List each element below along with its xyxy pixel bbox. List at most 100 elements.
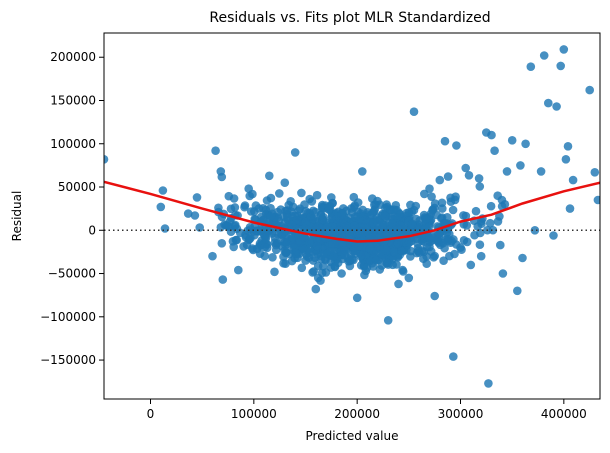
scatter-point <box>556 61 565 71</box>
scatter-point <box>549 231 558 240</box>
scatter-point <box>439 256 448 266</box>
scatter-point <box>445 251 454 261</box>
scatter-point <box>192 193 202 202</box>
scatter-point <box>229 194 239 203</box>
scatter-point <box>262 196 272 205</box>
scatter-point <box>404 238 414 247</box>
lowess-trend-line <box>104 180 600 243</box>
scatter-point <box>404 273 414 283</box>
scatter-point <box>388 260 398 270</box>
x-axis: 0 100000 200000 300000 400000 <box>147 399 587 421</box>
scatter-point <box>218 275 228 284</box>
scatter-point <box>485 218 495 228</box>
scatter-point <box>390 225 400 235</box>
scatter-point <box>301 256 310 265</box>
scatter-point <box>559 45 569 54</box>
scatter-point <box>412 248 422 258</box>
scatter-point <box>327 193 336 202</box>
y-tick-label: −100000 <box>40 310 96 324</box>
scatter-point <box>513 286 522 296</box>
scatter-point <box>438 204 447 213</box>
scatter-point <box>281 248 291 258</box>
y-tick-label: 0 <box>88 223 96 237</box>
scatter-point <box>244 184 253 193</box>
scatter-point <box>475 182 485 191</box>
scatter-point <box>240 201 250 210</box>
scatter-point <box>498 269 508 278</box>
scatter-point <box>407 220 417 229</box>
scatter-point <box>276 205 286 214</box>
scatter-point <box>539 51 549 60</box>
scatter-point <box>266 211 276 221</box>
scatter-point <box>507 136 517 145</box>
scatter-point <box>275 189 284 198</box>
scatter-point <box>487 130 496 140</box>
scatter-point <box>265 171 274 181</box>
scatter-point <box>521 139 530 149</box>
scatter-point <box>220 220 229 229</box>
chart-title: Residuals vs. Fits plot MLR Standardized <box>209 10 490 26</box>
scatter-point <box>368 208 378 217</box>
scatter-point <box>449 352 458 361</box>
scatter-point <box>319 249 329 258</box>
scatter-point <box>398 265 407 275</box>
scatter-point <box>425 184 434 193</box>
scatter-point <box>283 239 292 248</box>
scatter-point <box>295 238 304 247</box>
scatter-point <box>216 167 226 176</box>
scatter-point <box>375 265 385 274</box>
scatter-point <box>368 233 378 242</box>
scatter-point <box>404 208 414 217</box>
scatter-point <box>342 222 351 231</box>
scatter-point <box>316 276 325 285</box>
scatter-point <box>432 210 441 220</box>
scatter-point <box>360 270 369 280</box>
scatter-point <box>242 240 252 250</box>
scatter-point <box>246 207 256 216</box>
x-tick-label: 0 <box>147 407 155 421</box>
scatter-point <box>318 262 328 271</box>
scatter-point <box>270 267 279 277</box>
scatter-point <box>231 235 241 245</box>
scatter-point <box>450 195 460 205</box>
scatter-point <box>427 192 436 201</box>
scatter-point <box>304 244 314 254</box>
scatter-point <box>310 253 320 263</box>
scatter-point <box>294 206 304 215</box>
scatter-point <box>378 219 387 229</box>
scatter-point <box>452 141 461 150</box>
scatter-point <box>104 155 109 164</box>
scatter-point <box>352 293 362 303</box>
scatter-point <box>156 202 166 212</box>
scatter-point <box>340 245 349 255</box>
scatter-point <box>284 200 294 210</box>
scatter-point <box>424 222 434 231</box>
y-tick-label: 50000 <box>58 180 96 194</box>
scatter-point <box>526 62 536 71</box>
scatter-point <box>471 206 481 216</box>
scatter-point <box>300 200 309 209</box>
scatter-point <box>590 168 600 177</box>
scatter-point <box>476 251 486 261</box>
scatter-point <box>261 234 271 244</box>
scatter-point <box>226 204 236 214</box>
y-tick-label: −150000 <box>40 353 96 367</box>
y-tick-label: 100000 <box>50 137 96 151</box>
scatter-point <box>382 246 392 256</box>
scatter-point <box>486 201 496 211</box>
y-axis-title: Residual <box>10 191 24 242</box>
scatter-point <box>383 316 393 325</box>
scatter-point <box>297 188 306 198</box>
scatter-point <box>544 98 553 108</box>
scatter-point <box>440 136 450 146</box>
scatter-point <box>464 171 474 180</box>
scatter-point <box>195 223 204 232</box>
scatter-point <box>301 206 310 216</box>
scatter-point <box>341 229 351 239</box>
y-tick-label: −50000 <box>48 267 96 281</box>
scatter-point <box>500 200 510 209</box>
scatter-point <box>474 174 484 183</box>
scatter-point <box>319 212 328 222</box>
scatter-point <box>462 237 472 247</box>
scatter-point <box>365 217 375 227</box>
